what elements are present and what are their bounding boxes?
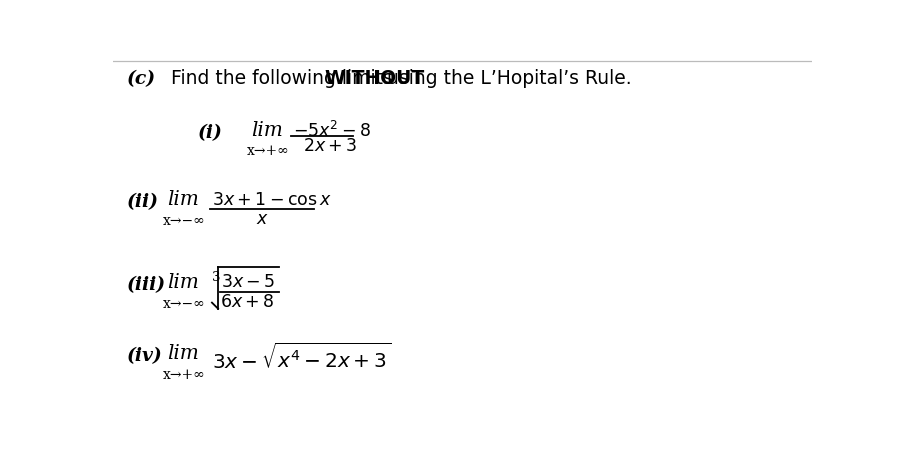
Text: $3x-5$: $3x-5$ [221, 274, 275, 291]
Text: $2x+3$: $2x+3$ [303, 138, 357, 155]
Text: $3x+1-\cos x$: $3x+1-\cos x$ [212, 192, 331, 208]
Text: WITHOUT: WITHOUT [325, 69, 425, 88]
Text: lim: lim [167, 190, 198, 209]
Text: lim: lim [251, 120, 282, 139]
Text: $6x+8$: $6x+8$ [220, 294, 274, 311]
Text: (ii): (ii) [126, 193, 159, 211]
Text: $3x - \sqrt{x^4 - 2x + 3}$: $3x - \sqrt{x^4 - 2x + 3}$ [212, 342, 391, 372]
Text: $-5x^2-8$: $-5x^2-8$ [292, 121, 371, 141]
Text: $x$: $x$ [256, 211, 269, 228]
Text: x→+∞: x→+∞ [162, 367, 205, 381]
Text: (c): (c) [126, 69, 156, 88]
Text: lim: lim [167, 344, 198, 363]
Text: 3: 3 [212, 271, 220, 284]
Text: using the L’Hopital’s Rule.: using the L’Hopital’s Rule. [381, 69, 631, 88]
Text: x→+∞: x→+∞ [247, 144, 290, 158]
Text: lim: lim [167, 273, 198, 292]
Text: x→−∞: x→−∞ [162, 296, 205, 310]
Text: (i): (i) [198, 124, 223, 141]
Text: (iv): (iv) [126, 346, 162, 364]
Text: x→−∞: x→−∞ [162, 213, 205, 227]
Text: Find the following limits: Find the following limits [170, 69, 399, 88]
Text: (iii): (iii) [126, 275, 166, 294]
